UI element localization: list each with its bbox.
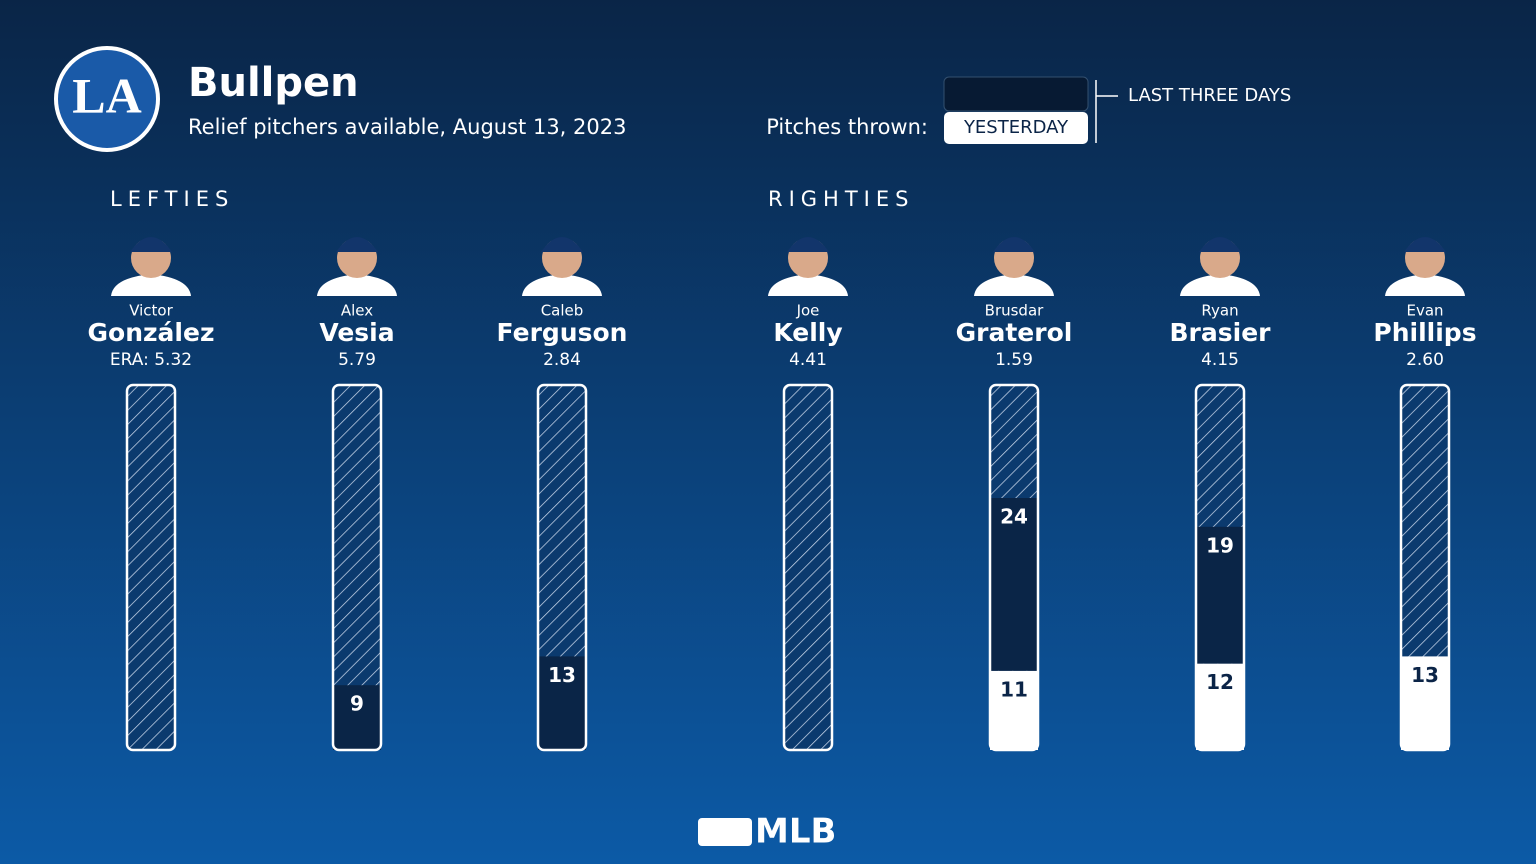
bar-outline [331,383,383,752]
first-name: Brusdar [985,302,1044,320]
photo-cap [130,237,172,252]
bar-three-days [538,656,586,750]
photo-cap [787,237,829,252]
bar-yesterday [1196,663,1244,750]
bar-yesterday [990,670,1038,750]
last-name: Ferguson [497,318,628,347]
bar-three-days [990,498,1038,671]
legend-swatch-yesterday [944,112,1088,144]
group-label: LEFTIES [110,187,234,211]
legend-swatch-three-days [943,76,1089,112]
last-name: Brasier [1170,318,1272,347]
era: 2.84 [543,350,581,370]
photo-shoulders [522,274,602,296]
bar-outline [536,383,588,752]
bar-outline [1399,383,1451,752]
photo-shoulders [317,274,397,296]
photo-cap [1199,237,1241,252]
bar-outline [125,383,177,752]
era: ERA: 5.32 [110,350,192,370]
value-yesterday: 12 [1206,670,1234,694]
legend-bracket [1095,80,1118,143]
photo-shoulders [768,274,848,296]
photo-shoulders [974,274,1054,296]
first-name: Victor [129,302,173,320]
subtitle: Relief pitchers available, August 13, 20… [188,115,626,139]
era: 4.41 [789,350,827,370]
legend-label: Pitches thrown: [766,115,928,139]
last-name: Phillips [1373,318,1476,347]
bar-hatch [127,385,175,750]
value-three-days: 9 [350,692,364,716]
mlb-logo [698,818,752,846]
bar-hatch [333,385,381,750]
group-label: RIGHTIES [768,187,914,211]
bar-hatch [784,385,832,750]
bar-three-days [333,685,381,750]
photo-cap [993,237,1035,252]
last-name: González [88,318,215,347]
bar-yesterday [1401,656,1449,750]
era: 4.15 [1201,350,1239,370]
team-logo [54,46,160,152]
value-three-days: 19 [1206,533,1234,557]
last-name: Graterol [956,318,1073,347]
value-three-days: 24 [1000,505,1028,529]
footer: MLB [755,812,836,852]
photo-shoulders [111,274,191,296]
bar-three-days [1196,526,1244,664]
bar-outline [782,383,834,752]
legend-yesterday: YESTERDAY [963,117,1069,138]
value-three-days: 13 [548,663,576,687]
logo-text: LA [72,67,141,123]
first-name: Evan [1406,302,1443,320]
era: 1.59 [995,350,1033,370]
photo-cap [1404,237,1446,252]
photo-cap [541,237,583,252]
photo-cap [336,237,378,252]
photo-shoulders [1385,274,1465,296]
last-name: Vesia [319,318,394,347]
legend-three-days: LAST THREE DAYS [1128,85,1291,106]
era: 5.79 [338,350,376,370]
bar-outline [1194,383,1246,752]
value-yesterday: 11 [1000,677,1028,701]
value-yesterday: 13 [1411,663,1439,687]
era: 2.60 [1406,350,1444,370]
first-name: Joe [796,302,820,320]
first-name: Alex [341,302,373,320]
last-name: Kelly [773,318,842,347]
first-name: Ryan [1201,302,1238,320]
photo-shoulders [1180,274,1260,296]
title: Bullpen [188,60,359,106]
bar-outline [988,383,1040,752]
first-name: Caleb [541,302,584,320]
